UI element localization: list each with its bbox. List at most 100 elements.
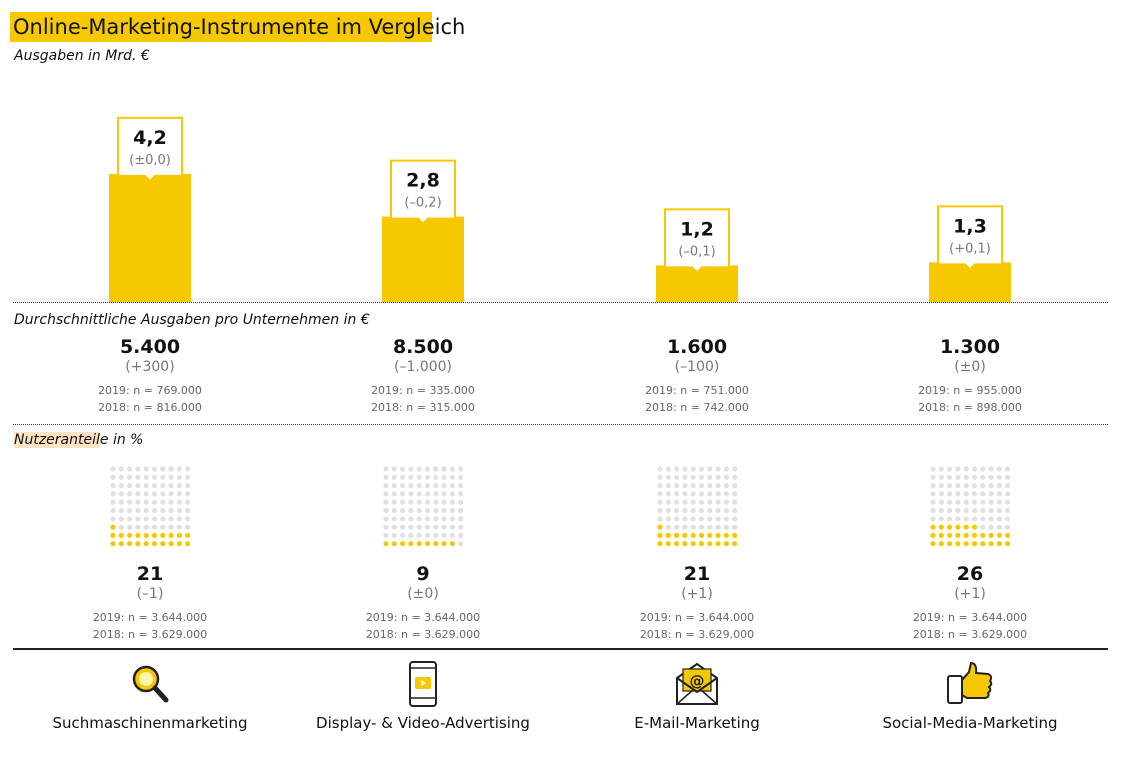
empty-dot <box>930 491 936 497</box>
empty-dot <box>432 499 439 505</box>
empty-dot <box>723 499 729 505</box>
empty-dot <box>424 516 430 522</box>
empty-dot <box>168 507 174 514</box>
filled-dot <box>971 524 977 530</box>
filled-dot <box>110 532 116 538</box>
avg-spend-change: (–100) <box>674 359 720 375</box>
empty-dot <box>665 474 671 480</box>
sample-size-2018: 2018: n = 898.000 <box>918 401 1022 414</box>
filled-dot <box>938 541 944 547</box>
filled-dot <box>424 541 430 547</box>
filled-dot <box>946 541 952 547</box>
empty-dot <box>706 524 713 530</box>
empty-dot <box>432 491 439 497</box>
empty-dot <box>118 491 124 497</box>
empty-dot <box>673 483 679 489</box>
avg-spend-change: (–1.000) <box>393 359 452 375</box>
empty-dot <box>184 516 190 522</box>
filled-dot <box>1004 532 1010 538</box>
svg-text:@: @ <box>690 672 705 690</box>
empty-dot <box>1004 491 1010 497</box>
bar-value-label: 4,2 <box>133 127 167 149</box>
empty-dot <box>706 474 713 480</box>
sample-size-2018: 2018: n = 3.629.000 <box>639 628 755 641</box>
sample-size-2019: 2019: n = 3.644.000 <box>912 611 1028 624</box>
filled-dot <box>681 541 688 547</box>
filled-dot <box>938 532 944 538</box>
empty-dot <box>134 516 141 522</box>
empty-dot <box>168 491 174 497</box>
filled-dot <box>441 541 447 547</box>
bar-change-label: (–0,2) <box>404 196 441 211</box>
empty-dot <box>399 524 405 530</box>
empty-dot <box>690 507 696 514</box>
empty-dot <box>407 466 414 472</box>
empty-dot <box>698 483 704 489</box>
empty-dot <box>723 491 729 497</box>
empty-dot <box>457 524 463 530</box>
empty-dot <box>399 474 405 480</box>
empty-dot <box>110 499 116 505</box>
empty-dot <box>118 507 124 514</box>
empty-dot <box>979 524 986 530</box>
empty-dot <box>407 524 414 530</box>
empty-dot <box>110 516 116 522</box>
empty-dot <box>134 466 141 472</box>
empty-dot <box>134 483 141 489</box>
user-share-column: 21 (–1) 2019: n = 3.644.000 2018: n = 3.629… <box>40 563 260 643</box>
empty-dot <box>441 491 447 497</box>
filled-dot <box>938 524 944 530</box>
empty-dot <box>151 507 157 514</box>
empty-dot <box>159 466 166 472</box>
empty-dot <box>457 491 463 497</box>
empty-dot <box>134 524 141 530</box>
empty-dot <box>143 499 149 505</box>
empty-dot <box>168 524 174 530</box>
empty-dot <box>449 524 455 530</box>
empty-dot <box>946 466 952 472</box>
empty-dot <box>706 507 713 514</box>
empty-dot <box>706 491 713 497</box>
user-share-label-highlight: Nutzeranteil <box>14 432 100 448</box>
empty-dot <box>424 474 430 480</box>
empty-dot <box>665 507 671 514</box>
avg-spend-column: 5.400 (+300) 2019: n = 769.000 2018: n = 81… <box>40 336 260 416</box>
empty-dot <box>424 532 430 538</box>
user-share-column: 9 (±0) 2019: n = 3.644.000 2018: n = 3.629.… <box>313 563 533 643</box>
filled-dot <box>657 524 663 530</box>
empty-dot <box>399 466 405 472</box>
empty-dot <box>391 516 397 522</box>
empty-dot <box>184 491 190 497</box>
empty-dot <box>383 474 389 480</box>
empty-dot <box>399 507 405 514</box>
instrument-label-social: Social-Media-Marketing <box>882 714 1058 732</box>
bar-value-label: 2,8 <box>406 170 440 192</box>
bar-value-callout: 4,2 (±0,0) <box>117 116 183 183</box>
empty-dot <box>432 483 439 489</box>
empty-dot <box>996 483 1002 489</box>
empty-dot <box>731 474 737 480</box>
empty-dot <box>723 474 729 480</box>
filled-dot <box>449 541 455 547</box>
filled-dot <box>996 541 1002 547</box>
sample-size-2018: 2018: n = 816.000 <box>98 401 202 414</box>
empty-dot <box>731 499 737 505</box>
empty-dot <box>715 499 721 505</box>
empty-dot <box>449 516 455 522</box>
bar-value-label: 1,2 <box>680 218 714 240</box>
filled-dot <box>673 532 679 538</box>
empty-dot <box>176 499 182 505</box>
filled-dot <box>143 532 149 538</box>
filled-dot <box>168 541 174 547</box>
filled-dot <box>723 541 729 547</box>
empty-dot <box>930 507 936 514</box>
empty-dot <box>988 474 994 480</box>
empty-dot <box>441 474 447 480</box>
empty-dot <box>383 532 389 538</box>
empty-dot <box>971 507 977 514</box>
empty-dot <box>963 483 969 489</box>
empty-dot <box>930 499 936 505</box>
filled-dot <box>706 532 713 538</box>
empty-dot <box>176 516 182 522</box>
empty-dot <box>698 474 704 480</box>
